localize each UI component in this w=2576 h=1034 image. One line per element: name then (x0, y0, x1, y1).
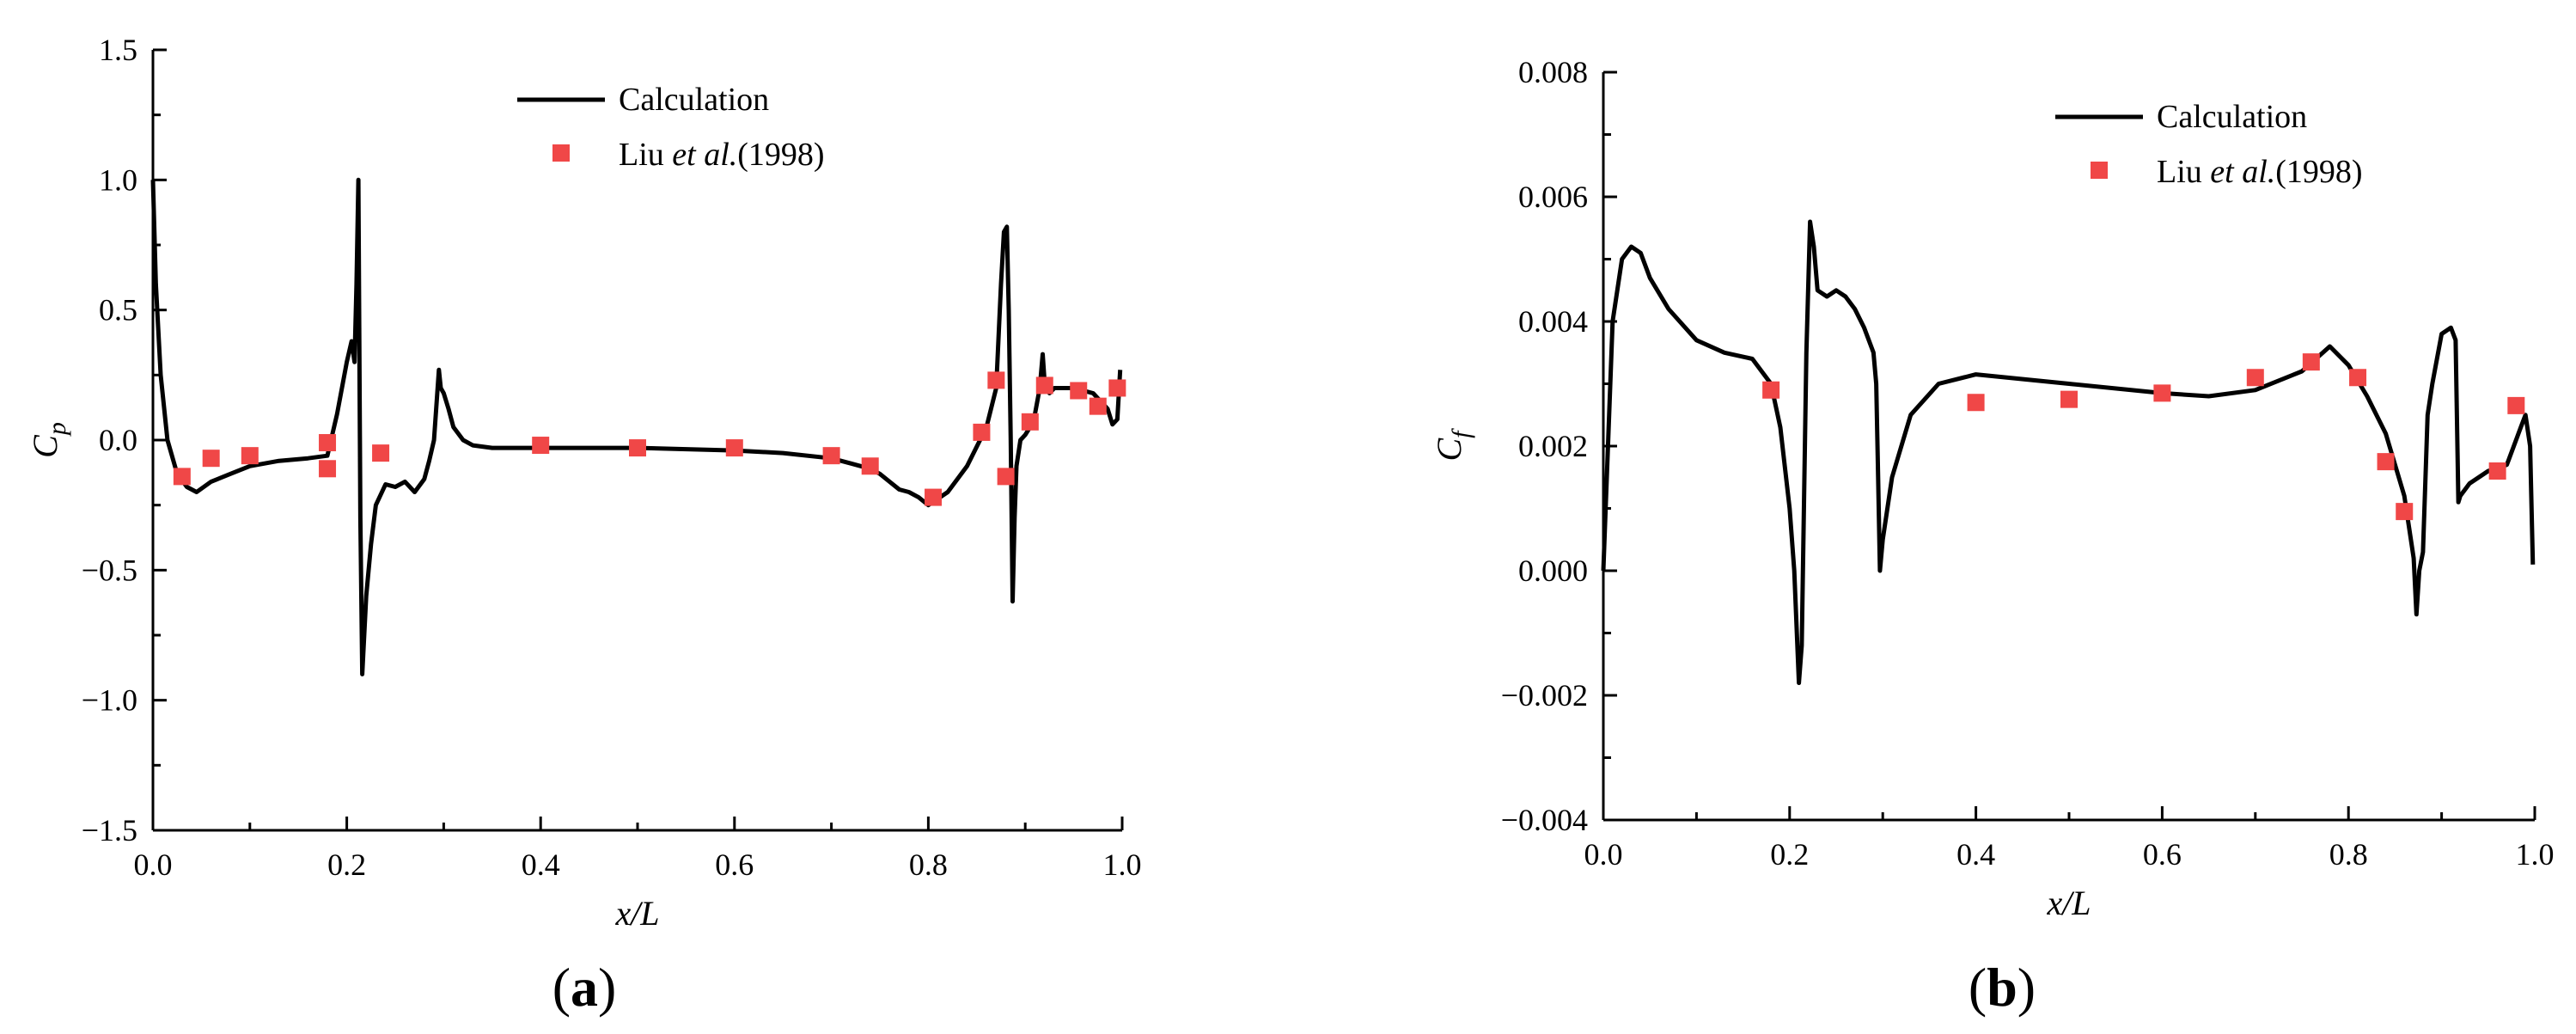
experiment-marker (1021, 413, 1039, 431)
experiment-marker (319, 460, 337, 478)
y-tick-label: −1.5 (82, 813, 137, 847)
y-tick-label: 0.000 (1518, 554, 1588, 588)
experiment-marker (1762, 381, 1780, 399)
y-tick-label: −0.002 (1501, 678, 1588, 713)
x-tick-label: 0.2 (327, 847, 366, 882)
y-tick-label: 0.004 (1518, 304, 1588, 339)
experiment-marker (2153, 384, 2171, 402)
legend-marker-swatch (552, 144, 570, 162)
experiment-marker (997, 468, 1015, 486)
experiment-marker (2488, 462, 2506, 480)
experiment-marker (1089, 397, 1107, 415)
experiment-marker (2507, 396, 2525, 414)
experiment-marker (1035, 376, 1053, 395)
legend-calculation-label: Calculation (619, 82, 769, 118)
experiment-marker (822, 447, 840, 465)
legend-experiment-label: Liu et al.(1998) (619, 137, 825, 173)
experiment-marker (629, 439, 646, 457)
x-tick-label: 0.2 (1770, 837, 1809, 872)
x-tick-label: 0.6 (715, 847, 754, 882)
panel-label: (a) (552, 957, 617, 1018)
y-tick-label: −0.5 (82, 553, 137, 587)
experiment-marker (1070, 382, 1088, 400)
legend-experiment-author: Liu (619, 137, 672, 173)
y-tick-label: 0.008 (1518, 55, 1588, 89)
y-axis-title-subscript: f (1447, 428, 1475, 438)
y-tick-label: 1.5 (99, 33, 137, 67)
y-axis-title: Cf (1430, 428, 1475, 462)
legend-experiment-etal: et al. (2210, 154, 2275, 190)
legend-marker-swatch (2091, 162, 2108, 179)
x-tick-label: 0.6 (2143, 837, 2182, 872)
experiment-marker (173, 468, 191, 486)
experiment-marker (1967, 394, 1985, 412)
experiment-marker (2246, 369, 2264, 387)
y-tick-label: 0.006 (1518, 180, 1588, 214)
y-tick-label: 1.0 (99, 162, 137, 197)
y-tick-label: 0.002 (1518, 429, 1588, 463)
experiment-marker (2302, 353, 2320, 371)
y-axis-title-main: C (26, 434, 64, 458)
x-tick-label: 0.0 (1584, 837, 1623, 872)
panel-label-open: ( (552, 957, 571, 1018)
y-tick-label: 0.5 (99, 293, 137, 327)
experiment-marker (241, 447, 259, 465)
panel-label-letter: b (1987, 957, 2017, 1018)
y-tick-label: −1.0 (82, 683, 137, 718)
x-tick-label: 1.0 (2516, 837, 2555, 872)
experiment-marker (2060, 390, 2078, 408)
y-axis-title-main: C (1430, 437, 1468, 462)
calculation-line (1601, 219, 2536, 685)
panel-label: (b) (1969, 957, 2036, 1018)
panel-b-chart: 0.0 0.2 0.4 0.6 0.8 1.0 −0.004 −0.002 0.000 0.002… (1430, 55, 2555, 1018)
panel-a-chart: 0.0 0.2 0.4 0.6 0.8 1.0 −1.5 −1.0 −0.5 0.0 0.5 1.0 1… (26, 33, 1142, 1018)
legend-experiment-year: (1998) (2275, 154, 2362, 190)
panel-label-letter: a (571, 957, 598, 1018)
y-tick-label: 0.0 (99, 423, 137, 457)
experiment-marker (2349, 369, 2367, 387)
y-axis-title: Cp (26, 422, 71, 458)
x-tick-label: 1.0 (1103, 847, 1142, 882)
experiment-marker (973, 423, 991, 441)
experiment-marker (372, 444, 390, 462)
legend-experiment-author: Liu (2157, 154, 2210, 190)
legend-calculation-label: Calculation (2157, 99, 2307, 135)
experiment-marker (532, 437, 550, 455)
x-axis-title: x/L (2046, 884, 2091, 922)
legend-experiment-label: Liu et al.(1998) (2157, 154, 2363, 190)
x-tick-label: 0.8 (2329, 837, 2368, 872)
panel-label-close: ) (598, 957, 616, 1018)
x-axis-title: x/L (614, 894, 659, 933)
panel-label-close: ) (2017, 957, 2036, 1018)
x-tick-label: 0.4 (1956, 837, 1995, 872)
x-tick-label: 0.0 (134, 847, 173, 882)
experiment-marker (2396, 503, 2414, 521)
experiment-marker (925, 488, 943, 506)
experiment-marker (202, 450, 220, 468)
panel-label-open: ( (1969, 957, 1987, 1018)
experiment-marker (319, 434, 337, 452)
legend-experiment-year: (1998) (737, 137, 824, 173)
y-tick-label: −0.004 (1501, 803, 1588, 837)
experiment-marker (2377, 453, 2395, 471)
experiment-marker (725, 439, 743, 457)
experiment-marker (987, 371, 1005, 389)
x-tick-label: 0.4 (522, 847, 560, 882)
x-tick-label: 0.8 (909, 847, 948, 882)
experiment-marker (1108, 379, 1126, 397)
legend-experiment-etal: et al. (672, 137, 737, 173)
experiment-marker (861, 457, 879, 475)
y-axis-title-subscript: p (43, 422, 71, 437)
